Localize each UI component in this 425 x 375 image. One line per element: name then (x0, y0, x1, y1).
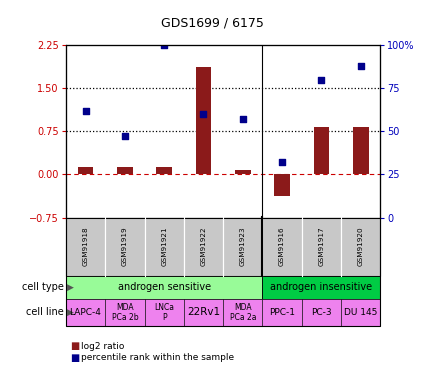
Text: MDA
PCa 2b: MDA PCa 2b (111, 303, 138, 322)
Text: androgen sensitive: androgen sensitive (118, 282, 211, 292)
Text: 22Rv1: 22Rv1 (187, 308, 220, 317)
Point (239, 116, 246, 122)
Text: GDS1699 / 6175: GDS1699 / 6175 (161, 17, 264, 30)
Bar (117, 167, 133, 174)
Text: GSM91919: GSM91919 (122, 227, 128, 266)
Point (279, 159, 286, 165)
Bar (156, 168, 172, 174)
Text: GSM91916: GSM91916 (279, 227, 285, 266)
Text: LAPC-4: LAPC-4 (70, 308, 102, 317)
Text: GSM91918: GSM91918 (82, 227, 88, 266)
Text: ▶: ▶ (67, 308, 74, 317)
Text: LNCa
P: LNCa P (154, 303, 174, 322)
Text: DU 145: DU 145 (344, 308, 377, 317)
Bar (235, 170, 251, 174)
Text: GSM91923: GSM91923 (240, 227, 246, 266)
Point (122, 134, 128, 140)
Text: cell type: cell type (22, 282, 64, 292)
Point (318, 76, 325, 82)
Text: GSM91921: GSM91921 (161, 227, 167, 266)
Text: ■: ■ (70, 353, 79, 363)
Bar (196, 67, 211, 174)
Text: androgen insensitive: androgen insensitive (270, 282, 372, 292)
Text: percentile rank within the sample: percentile rank within the sample (81, 353, 234, 362)
Point (357, 63, 364, 69)
Bar (274, 174, 290, 196)
Point (161, 42, 167, 48)
Bar (353, 127, 368, 174)
Text: GSM91922: GSM91922 (201, 227, 207, 266)
Text: GSM91917: GSM91917 (318, 227, 324, 266)
Text: ▶: ▶ (67, 283, 74, 292)
Text: log2 ratio: log2 ratio (81, 342, 124, 351)
Text: GSM91920: GSM91920 (358, 227, 364, 266)
Bar (314, 127, 329, 174)
Text: PC-3: PC-3 (311, 308, 332, 317)
Text: ■: ■ (70, 342, 79, 351)
Text: PPC-1: PPC-1 (269, 308, 295, 317)
Bar (78, 168, 94, 174)
Point (82, 108, 89, 114)
Text: MDA
PCa 2a: MDA PCa 2a (230, 303, 256, 322)
Text: cell line: cell line (26, 308, 64, 317)
Point (200, 111, 207, 117)
